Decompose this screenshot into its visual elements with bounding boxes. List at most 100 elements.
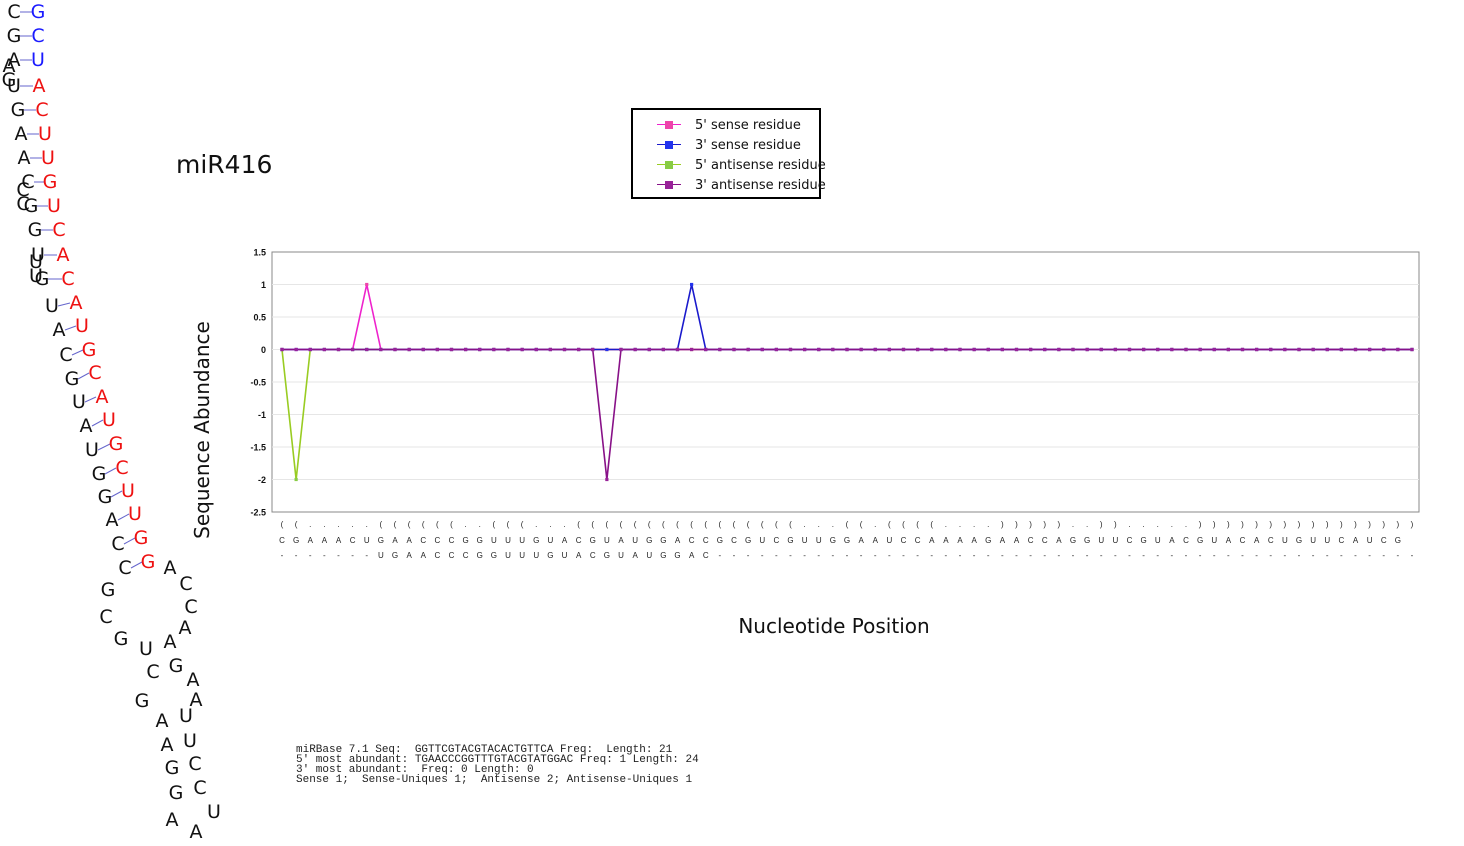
sequence-char: U: [1098, 536, 1104, 545]
structure-char: .: [337, 520, 339, 529]
nucleotide-right: G: [43, 171, 58, 193]
read-char: -: [733, 551, 736, 560]
nucleotide-right: U: [38, 123, 52, 145]
sequence-char: U: [1367, 536, 1373, 545]
nucleotide-left: A: [18, 147, 31, 169]
info-line-counts: Sense 1; Sense-Uniques 1; Antisense 2; A…: [296, 774, 693, 786]
sequence-char: C: [1183, 536, 1189, 545]
read-char: U: [646, 551, 652, 560]
structure-char: (: [380, 520, 383, 529]
structure-char: (: [930, 520, 933, 529]
nucleotide-right: U: [75, 315, 89, 337]
read-char: U: [505, 551, 511, 560]
data-point: [605, 347, 609, 352]
sequence-char: C: [1381, 536, 1387, 545]
nucleotide-left: G: [7, 25, 22, 47]
sequence-char: A: [308, 536, 314, 545]
sequence-char: U: [1155, 536, 1161, 545]
nucleotide-left: C: [59, 344, 72, 366]
read-char: -: [719, 551, 722, 560]
legend-swatch-5-antisense: [657, 161, 681, 169]
loop-nucleotide: C: [99, 606, 112, 628]
structure-char: (: [507, 520, 510, 529]
read-char: -: [1128, 551, 1131, 560]
structure-char: .: [987, 520, 989, 529]
sequence-char: A: [675, 536, 681, 545]
bulge-nucleotide: U: [29, 251, 43, 273]
sequence-char: C: [420, 536, 426, 545]
structure-char: (: [521, 520, 524, 529]
read-char: G: [674, 551, 680, 560]
sequence-char: G: [1395, 536, 1401, 545]
data-point: [1043, 347, 1047, 352]
legend: 5' sense residue 3' sense residue 5' ant…: [631, 108, 826, 199]
base-pair-bond: [97, 443, 111, 451]
y-tick-label: -2: [258, 475, 266, 485]
data-point: [605, 477, 609, 482]
data-point: [1255, 347, 1259, 352]
read-char: -: [1213, 551, 1216, 560]
data-point: [1283, 347, 1287, 352]
nucleotide-left: C: [111, 533, 124, 555]
data-point: [1339, 347, 1343, 352]
structure-char: ): [1015, 520, 1018, 529]
sequence-char: A: [562, 536, 568, 545]
read-char: -: [916, 551, 919, 560]
structure-char: ): [1227, 520, 1230, 529]
data-point: [280, 347, 284, 352]
data-point: [873, 347, 877, 352]
sequence-char: G: [745, 536, 751, 545]
structure-char: .: [1072, 520, 1074, 529]
sequence-char: G: [463, 536, 469, 545]
nucleotide-left: G: [98, 486, 113, 508]
structure-char: ): [1213, 520, 1216, 529]
read-char: -: [323, 551, 326, 560]
data-point: [1184, 347, 1188, 352]
info-line-5-most-abundant: 5' most abundant: TGAACCCGGTTTGTACGTATGG…: [296, 754, 699, 766]
structure-char: (: [733, 520, 736, 529]
base-pair-bond: [110, 490, 123, 498]
read-char: -: [888, 551, 891, 560]
sequence-char: C: [1028, 536, 1034, 545]
structure-char: ): [1354, 520, 1357, 529]
read-char: -: [337, 551, 340, 560]
structure-char: (: [648, 520, 651, 529]
read-char: -: [365, 551, 368, 560]
read-char: -: [1354, 551, 1357, 560]
nucleotide-right: G: [134, 527, 149, 549]
structure-char: ): [1340, 520, 1343, 529]
data-point: [986, 347, 990, 352]
nucleotide-right: C: [52, 219, 65, 241]
data-point: [930, 347, 934, 352]
read-char: A: [632, 551, 638, 560]
nucleotide-left: C: [21, 171, 34, 193]
read-char: -: [1269, 551, 1272, 560]
data-point: [746, 347, 750, 352]
y-tick-label: -1: [258, 410, 266, 420]
sequence-char: A: [392, 536, 398, 545]
base-pair-bond: [71, 349, 84, 356]
sequence-char: G: [717, 536, 723, 545]
sequence-char: U: [1211, 536, 1217, 545]
data-point: [336, 347, 341, 352]
y-tick-label: 0: [261, 345, 266, 355]
structure-char: ): [1001, 520, 1004, 529]
nucleotide-left: A: [8, 49, 21, 71]
nucleotide-right: A: [70, 292, 83, 314]
nucleotide-right: G: [109, 433, 124, 455]
structure-char: ): [1100, 520, 1103, 529]
read-char: C: [434, 551, 440, 560]
structure-char: (: [394, 520, 397, 529]
structure-char: .: [945, 520, 947, 529]
structure-char: (: [450, 520, 453, 529]
base-pair-bond: [77, 372, 90, 380]
sequence-char: G: [660, 536, 666, 545]
sequence-char: G: [1070, 536, 1076, 545]
structure-char: .: [535, 520, 537, 529]
y-tick-label: -0.5: [250, 378, 266, 388]
read-char: -: [1227, 551, 1230, 560]
base-pair-bond: [104, 467, 117, 475]
loop-nucleotide: A: [164, 631, 177, 653]
data-point: [379, 347, 383, 352]
info-line-3-most-abundant: 3' most abundant: Freq: 0 Length: 0: [296, 764, 534, 776]
